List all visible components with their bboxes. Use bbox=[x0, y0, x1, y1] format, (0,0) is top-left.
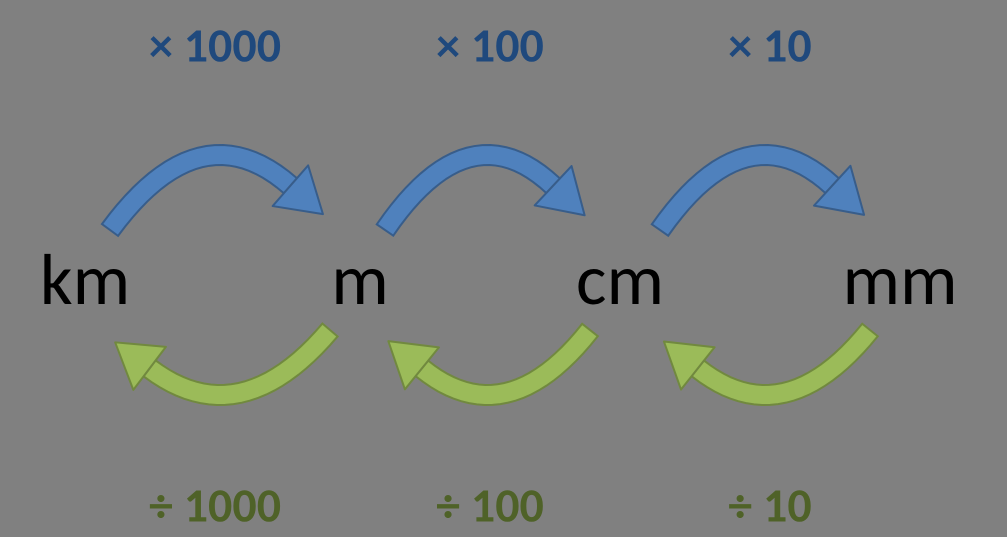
arrows-layer bbox=[0, 0, 1007, 537]
top-arrow-2-band bbox=[377, 145, 560, 236]
top-arrow-1-band bbox=[102, 145, 297, 236]
diagram-stage: km m cm mm × 1000 × 100 × 10 ÷ 1000 ÷ 10… bbox=[0, 0, 1007, 537]
bot-arrow-1-band bbox=[144, 324, 338, 405]
top-arrow-3-band bbox=[652, 145, 839, 236]
bot-arrow-3-band bbox=[692, 324, 878, 405]
bot-arrow-2-band bbox=[416, 324, 598, 405]
